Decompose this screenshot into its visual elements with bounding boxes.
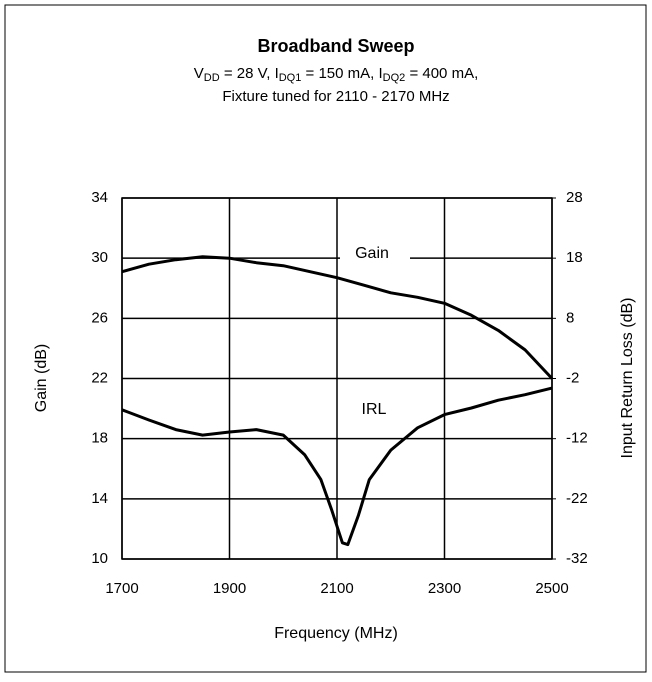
y2-tick-label: 8 bbox=[566, 309, 574, 326]
frame bbox=[4, 4, 647, 673]
y-tick-label: 10 bbox=[91, 550, 108, 567]
chart-subtitle: VDD = 28 V, IDQ1 = 150 mA, IDQ2 = 400 mA… bbox=[194, 65, 479, 84]
y-tick-label: 22 bbox=[91, 369, 108, 386]
data-line bbox=[121, 386, 553, 547]
y-tick-label: 34 bbox=[91, 189, 108, 206]
x-axis-label: Frequency (MHz) bbox=[274, 625, 398, 642]
subtitle-text: = 150 mA, I bbox=[301, 65, 382, 82]
y-axis-label: Gain (dB) bbox=[33, 344, 50, 412]
subscript: DQ2 bbox=[383, 72, 406, 84]
x-tick-label: 2300 bbox=[428, 580, 461, 597]
x-tick-label: 2500 bbox=[535, 580, 568, 597]
subtitle-text: = 28 V, I bbox=[220, 65, 279, 82]
x-tick-label: 2100 bbox=[320, 580, 353, 597]
y2-axis-label: Input Return Loss (dB) bbox=[619, 298, 636, 459]
y2-tick-label: -12 bbox=[566, 430, 588, 447]
y2-tick-label: -32 bbox=[566, 550, 588, 567]
subtitle-text: = 400 mA, bbox=[405, 65, 478, 82]
label-background bbox=[340, 242, 410, 266]
annotation: IRL bbox=[362, 401, 387, 418]
y-tick-label: 14 bbox=[91, 490, 108, 507]
y2-tick-label: 28 bbox=[566, 189, 583, 206]
subscript: DD bbox=[204, 72, 220, 84]
subscript: DQ1 bbox=[279, 72, 302, 84]
data-line bbox=[121, 255, 554, 380]
x-tick-label: 1700 bbox=[105, 580, 138, 597]
subtitle-text: V bbox=[194, 65, 204, 82]
annotation: Gain bbox=[355, 245, 389, 262]
x-tick-label: 1900 bbox=[213, 580, 246, 597]
chart-title: Broadband Sweep bbox=[257, 36, 414, 56]
y2-tick-label: -2 bbox=[566, 369, 579, 386]
y-tick-label: 30 bbox=[91, 249, 108, 266]
y-tick-label: 18 bbox=[91, 430, 108, 447]
chart-subtitle: Fixture tuned for 2110 - 2170 MHz bbox=[222, 88, 449, 105]
y2-tick-label: -22 bbox=[566, 490, 588, 507]
y-tick-label: 26 bbox=[91, 309, 108, 326]
y2-tick-label: 18 bbox=[566, 249, 583, 266]
